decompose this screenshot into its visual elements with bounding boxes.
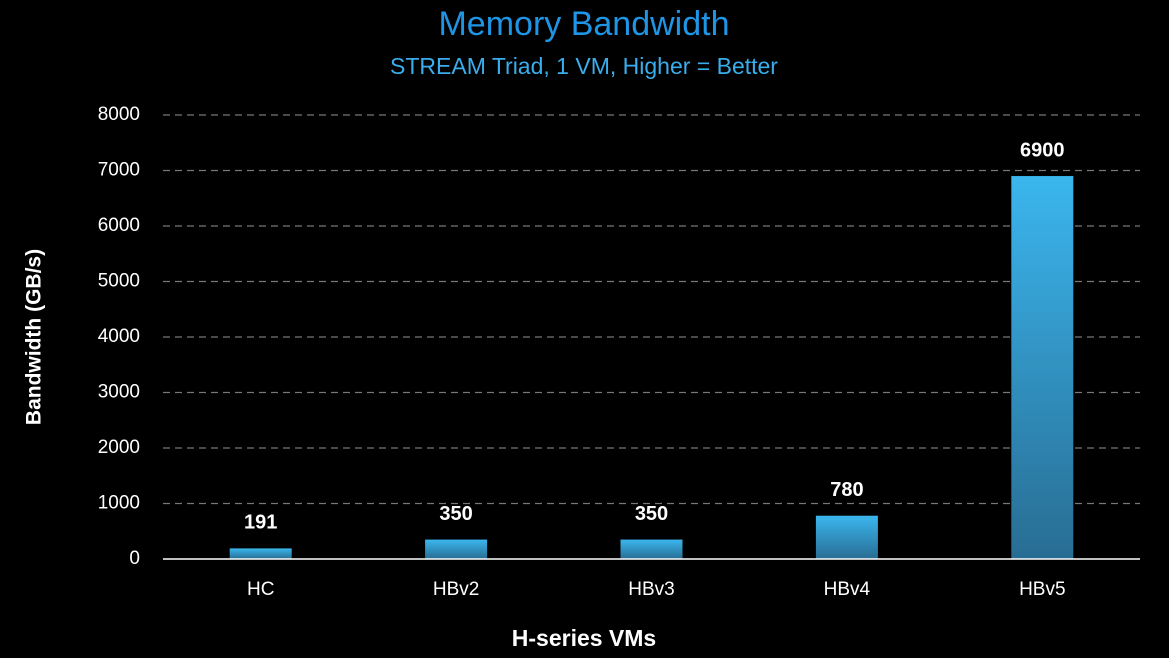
- y-axis-title: Bandwidth (GB/s): [23, 249, 46, 425]
- y-tick-label: 4000: [98, 326, 140, 347]
- x-axis-title: H-series VMs: [512, 625, 656, 651]
- value-label: 780: [830, 479, 863, 501]
- y-tick-label: 0: [129, 548, 140, 569]
- y-tick-label: 1000: [98, 493, 140, 514]
- x-tick-label: HBv2: [433, 579, 479, 600]
- y-tick-label: 5000: [98, 271, 140, 292]
- x-tick-label: HBv5: [1019, 579, 1065, 600]
- value-label: 350: [439, 503, 472, 525]
- x-tick-label: HBv4: [824, 579, 871, 600]
- x-tick-label: HBv3: [628, 579, 674, 600]
- bar: [229, 548, 292, 559]
- chart-subtitle: STREAM Triad, 1 VM, Higher = Better: [390, 53, 778, 79]
- value-label: 191: [244, 512, 277, 534]
- x-tick-label: HC: [247, 579, 274, 600]
- y-tick-label: 8000: [98, 104, 140, 125]
- y-tick-label: 7000: [98, 160, 140, 181]
- y-tick-label: 6000: [98, 215, 140, 236]
- bar: [620, 539, 683, 559]
- bar: [815, 515, 878, 559]
- value-label: 6900: [1020, 139, 1065, 161]
- y-tick-label: 2000: [98, 437, 140, 458]
- bar: [425, 539, 488, 559]
- bar: [1011, 176, 1074, 560]
- chart-title: Memory Bandwidth: [438, 5, 729, 43]
- value-label: 350: [635, 503, 668, 525]
- y-tick-label: 3000: [98, 382, 140, 403]
